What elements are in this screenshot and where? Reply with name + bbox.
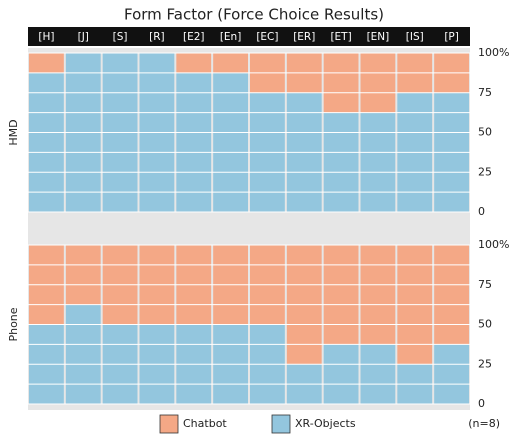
bar-segment bbox=[29, 72, 64, 212]
bar-segment bbox=[323, 112, 359, 212]
legend-label: XR-Objects bbox=[295, 417, 356, 430]
bar-segment bbox=[360, 245, 396, 345]
category-label: [IS] bbox=[406, 31, 424, 43]
sample-note: (n=8) bbox=[468, 417, 500, 430]
y-tick-label: 100% bbox=[478, 238, 509, 251]
category-label: [ER] bbox=[293, 31, 315, 43]
y-tick-label: 0 bbox=[478, 397, 485, 410]
bar-segment bbox=[213, 53, 248, 73]
category-label: [E2] bbox=[183, 31, 205, 43]
category-label: [P] bbox=[444, 31, 459, 43]
category-label: [EN] bbox=[367, 31, 390, 43]
bar-segment bbox=[434, 245, 469, 345]
bar-segment bbox=[323, 53, 359, 113]
y-tick-label: 100% bbox=[478, 46, 509, 59]
bar-segment bbox=[434, 344, 469, 404]
bar-segment bbox=[323, 344, 359, 404]
category-label: [R] bbox=[149, 31, 165, 43]
bar-segment bbox=[213, 72, 248, 212]
bar-segment bbox=[65, 245, 101, 305]
bar-segment bbox=[65, 304, 101, 404]
bar-segment bbox=[360, 53, 396, 113]
y-axis-label: Phone bbox=[7, 307, 20, 341]
bar-segment bbox=[360, 344, 396, 404]
legend-swatch bbox=[159, 414, 179, 434]
y-tick-label: 25 bbox=[478, 165, 492, 178]
category-label: [J] bbox=[78, 31, 89, 43]
bar-segment bbox=[176, 53, 212, 73]
legend-label: Chatbot bbox=[183, 417, 227, 430]
chart-title: Form Factor (Force Choice Results) bbox=[124, 6, 384, 24]
y-axis-label: HMD bbox=[7, 119, 20, 145]
category-header bbox=[28, 27, 470, 46]
plot-background bbox=[28, 48, 470, 410]
y-tick-label: 75 bbox=[478, 278, 492, 291]
category-label: [ET] bbox=[330, 31, 351, 43]
y-tick-label: 50 bbox=[478, 126, 492, 139]
bar-segment bbox=[29, 53, 64, 73]
y-tick-label: 50 bbox=[478, 318, 492, 331]
y-tick-label: 0 bbox=[478, 205, 485, 218]
bar-segment bbox=[323, 245, 359, 345]
y-tick-label: 75 bbox=[478, 86, 492, 99]
category-label: [H] bbox=[38, 31, 54, 43]
y-tick-label: 25 bbox=[478, 357, 492, 370]
category-label: [S] bbox=[113, 31, 128, 43]
category-label: [En] bbox=[220, 31, 241, 43]
bar-segment bbox=[360, 112, 396, 212]
bar-segment bbox=[176, 72, 212, 212]
legend-swatch bbox=[271, 414, 291, 434]
category-label: [EC] bbox=[256, 31, 278, 43]
